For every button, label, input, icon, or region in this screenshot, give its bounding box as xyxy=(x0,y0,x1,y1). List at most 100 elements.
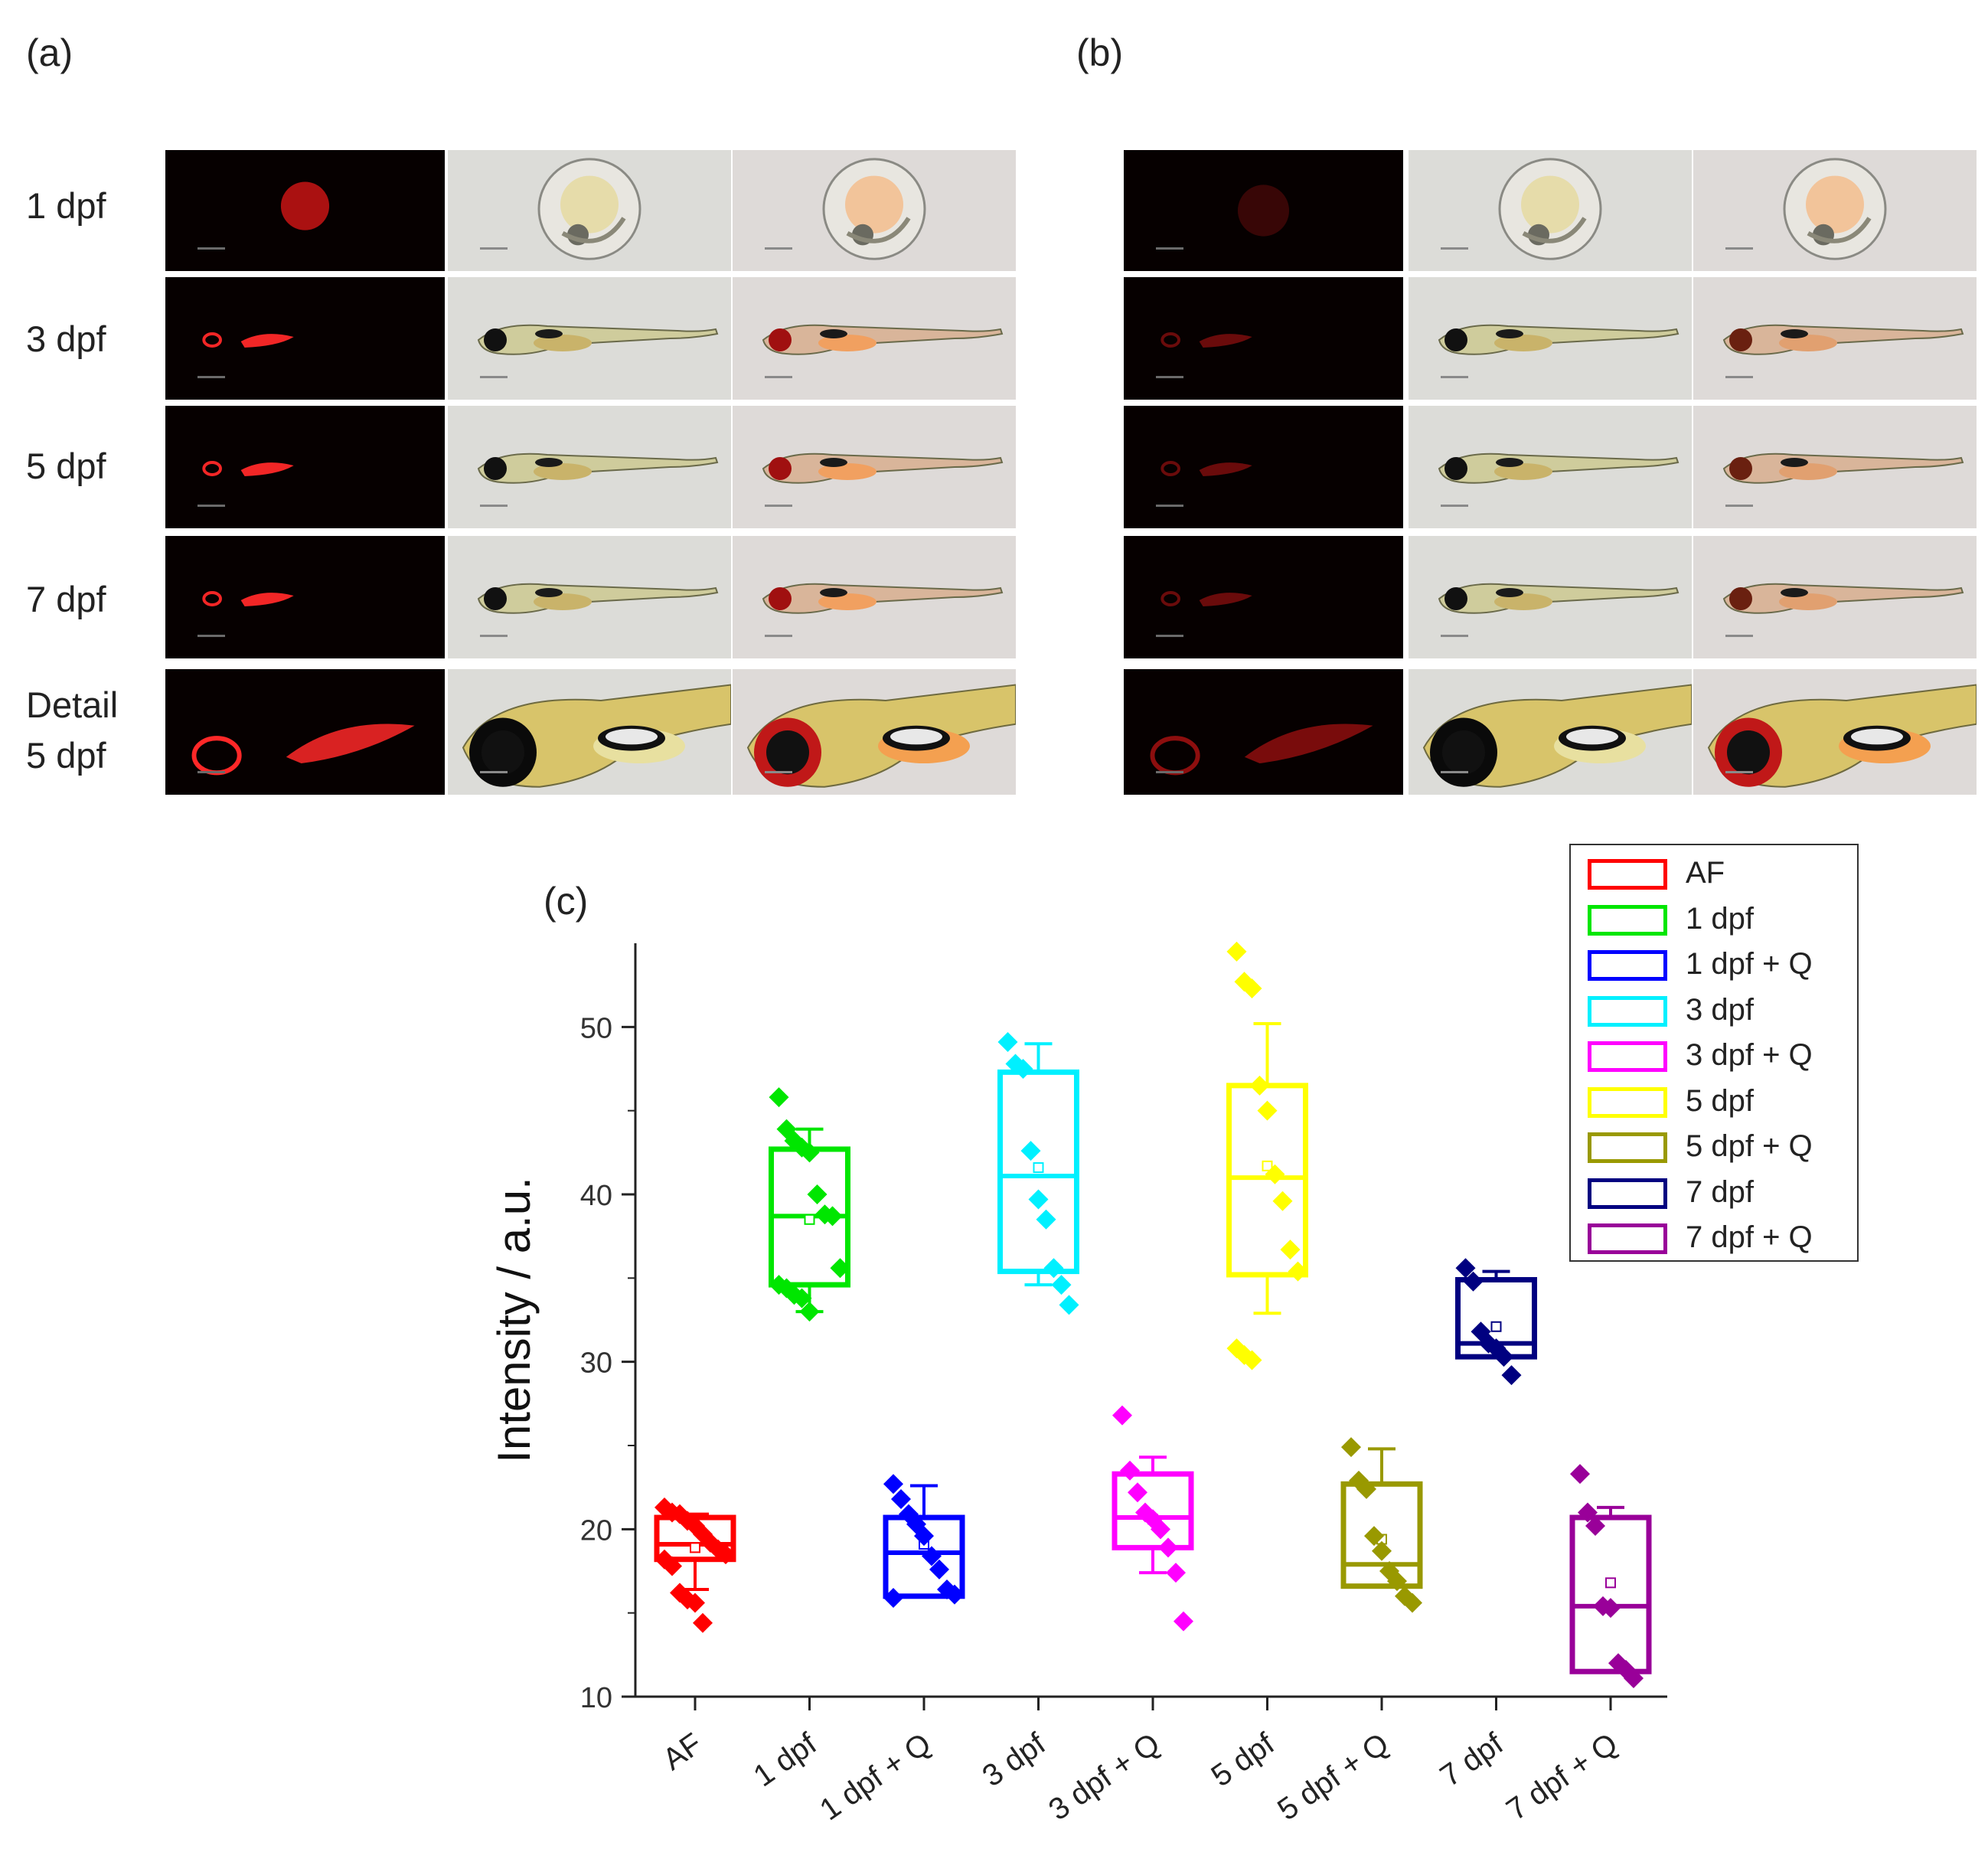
scale-bar xyxy=(197,247,225,250)
data-point xyxy=(776,1278,797,1299)
legend-swatch xyxy=(1588,950,1667,981)
data-point xyxy=(769,1087,789,1108)
data-point xyxy=(1463,1271,1484,1292)
data-point xyxy=(1128,1482,1147,1503)
x-tick-label: 3 dpf + Q xyxy=(1043,1726,1166,1827)
scale-bar xyxy=(1725,771,1753,773)
row-label-detail-5dpf: Detail 5 dpf xyxy=(26,684,119,776)
data-point xyxy=(1226,1338,1247,1359)
row-label-7dpf: 7 dpf xyxy=(26,579,106,619)
x-tick-label: 1 dpf + Q xyxy=(814,1726,937,1827)
scale-bar xyxy=(197,505,225,507)
mean-marker xyxy=(919,1539,929,1550)
data-point xyxy=(1608,1653,1628,1674)
data-point xyxy=(937,1579,957,1600)
data-point xyxy=(1257,1100,1278,1121)
data-point xyxy=(1226,941,1247,962)
legend-swatch xyxy=(1588,1041,1667,1072)
data-point xyxy=(1486,1338,1507,1359)
data-point xyxy=(776,1119,797,1139)
x-tick-label: 7 dpf + Q xyxy=(1500,1726,1624,1827)
scale-bar xyxy=(765,376,792,378)
legend-item: 1 dpf + Q xyxy=(1588,946,1848,985)
data-point xyxy=(1028,1189,1049,1210)
data-point xyxy=(1280,1240,1301,1260)
legend-item: 5 dpf xyxy=(1588,1083,1848,1122)
scale-bar xyxy=(1441,635,1468,637)
x-tick-label: 5 dpf xyxy=(1206,1726,1281,1794)
scale-bar xyxy=(197,376,225,378)
data-point xyxy=(1570,1464,1590,1485)
image-tile-a-3dpf-bf xyxy=(448,277,731,400)
specimen-image xyxy=(1722,583,1964,614)
data-point xyxy=(1051,1275,1072,1295)
legend-item: 7 dpf + Q xyxy=(1588,1219,1848,1259)
specimen-image xyxy=(762,583,1004,614)
data-point xyxy=(693,1524,713,1544)
row-label-1dpf: 1 dpf xyxy=(26,185,106,226)
data-point xyxy=(1112,1405,1132,1426)
data-point xyxy=(1249,1075,1270,1096)
data-point xyxy=(655,1497,674,1517)
data-point xyxy=(670,1504,690,1524)
data-point xyxy=(922,1546,942,1566)
data-point xyxy=(670,1583,690,1603)
legend-item: 7 dpf xyxy=(1588,1174,1848,1214)
image-tile-a-1dpf-fluo xyxy=(165,150,445,271)
data-point xyxy=(1585,1515,1605,1536)
data-point xyxy=(822,1206,843,1227)
scale-bar xyxy=(480,247,508,250)
image-tile-b-7dpf-bf xyxy=(1409,536,1692,658)
image-tile-b-3dpf-fluo xyxy=(1124,277,1403,400)
box-5 xyxy=(1112,1471,1194,1550)
image-tile-a-1dpf-merge xyxy=(733,150,1016,271)
data-point xyxy=(784,1285,805,1305)
legend-item: 5 dpf + Q xyxy=(1588,1128,1848,1168)
specimen-image xyxy=(1160,591,1252,606)
image-tile-a-3dpf-fluo xyxy=(165,277,445,400)
data-point xyxy=(1493,1347,1514,1367)
image-tile-b-1dpf-fluo xyxy=(1124,150,1403,271)
image-tile-b-detail-merge xyxy=(1693,669,1977,795)
specimen-image xyxy=(202,461,294,476)
data-point xyxy=(1158,1537,1178,1558)
row-label-5dpf: 5 dpf xyxy=(26,446,106,486)
data-point xyxy=(1151,1519,1170,1540)
scale-bar xyxy=(1725,247,1753,250)
mean-marker xyxy=(1605,1577,1616,1589)
specimen-image xyxy=(1707,684,1977,788)
x-tick-label: 3 dpf xyxy=(977,1726,1053,1794)
data-point xyxy=(685,1515,705,1536)
scale-bar xyxy=(1156,771,1183,773)
box-9 xyxy=(1569,1514,1652,1674)
data-point xyxy=(792,1137,812,1158)
image-tile-b-detail-bf xyxy=(1409,669,1692,795)
box-6 xyxy=(1226,1083,1308,1278)
data-point xyxy=(1387,1571,1407,1592)
data-point xyxy=(662,1556,682,1576)
scale-bar xyxy=(1156,376,1183,378)
legend-item: 3 dpf + Q xyxy=(1588,1037,1848,1076)
image-tile-a-detail-fluo xyxy=(165,669,445,795)
data-point xyxy=(1471,1321,1491,1342)
legend-swatch xyxy=(1588,904,1667,936)
x-tick-label: 5 dpf + Q xyxy=(1271,1726,1395,1827)
data-point xyxy=(1272,1191,1293,1211)
specimen-image xyxy=(477,324,719,355)
box-1 xyxy=(654,1514,736,1563)
scale-bar xyxy=(1441,376,1468,378)
specimen-image xyxy=(1237,185,1290,237)
data-point xyxy=(1356,1478,1376,1499)
image-tile-b-7dpf-merge xyxy=(1693,536,1977,658)
panel-label-b: (b) xyxy=(1076,31,1124,74)
mean-marker xyxy=(804,1214,815,1225)
data-point xyxy=(655,1549,674,1570)
scale-bar xyxy=(1441,771,1468,773)
legend-label: 7 dpf xyxy=(1686,1174,1754,1209)
specimen-image xyxy=(746,684,1016,788)
y-tick-label: 20 xyxy=(580,1514,612,1547)
specimen-image xyxy=(1722,452,1964,484)
mean-marker xyxy=(690,1542,700,1553)
data-point xyxy=(1242,1350,1262,1370)
mean-marker xyxy=(1262,1160,1273,1171)
